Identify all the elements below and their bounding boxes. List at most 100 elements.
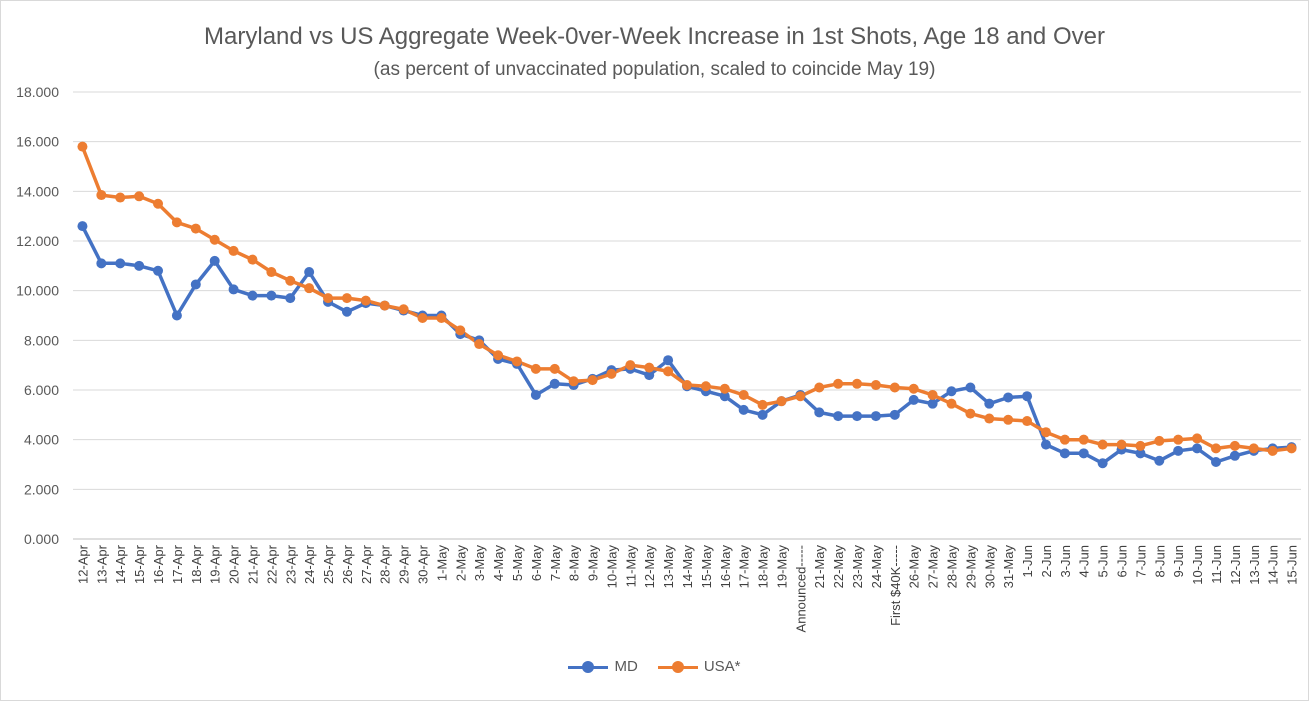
data-point-usa [304,283,315,294]
chart-subtitle: (as percent of unvaccinated population, … [373,59,936,80]
data-point-md [228,284,239,295]
x-tick-label: 23-May [850,545,865,589]
x-tick-label: 24-May [869,545,884,589]
x-tick-label: 30-May [982,545,997,589]
data-point-md [549,378,560,389]
data-point-usa [852,378,863,389]
x-tick-label: 31-May [1001,545,1016,589]
legend-label-md: MD [614,658,638,675]
data-point-md [719,391,730,402]
data-point-md [927,398,938,409]
x-tick-label: 10-Jun [1190,545,1205,585]
x-tick-label: 24-Apr [302,544,317,584]
x-tick-label: 27-May [926,545,941,589]
data-point-md [984,398,995,409]
data-point-usa [115,192,126,203]
data-point-md [1229,450,1240,461]
x-tick-label: 9-Jun [1171,545,1186,578]
data-point-md [266,290,277,301]
x-tick-label: 13-Jun [1247,545,1262,585]
data-point-usa [682,380,692,391]
legend-item-md: MD [568,658,638,675]
x-tick-label: 3-Jun [1058,545,1073,578]
data-point-md [1097,458,1108,469]
data-point-usa [96,190,107,201]
data-point-md [1022,391,1033,402]
x-tick-label: 18-May [756,545,771,589]
legend-marker-md [582,660,595,673]
data-point-md [530,389,541,400]
x-tick-label: 13-May [661,545,676,589]
x-tick-label: 11-May [623,545,638,588]
data-point-usa [776,396,787,407]
data-point-usa [1040,427,1051,438]
x-tick-label: 16-Apr [151,544,166,584]
data-point-md [209,255,220,266]
data-point-usa [1097,439,1108,450]
data-point-md [738,404,749,415]
x-tick-label: 15-May [699,545,714,589]
data-point-md [285,293,296,304]
data-point-usa [870,380,881,391]
x-tick-label: 21-May [812,545,827,589]
x-tick-label: 17-Apr [170,544,185,584]
y-tick-label: 18.000 [16,84,59,100]
x-tick-label: 1-Jun [1020,545,1035,578]
data-point-usa [266,267,277,278]
x-tick-label: 8-May [567,545,582,582]
data-point-usa [738,389,749,400]
y-tick-label: 14.000 [16,183,59,199]
x-tick-label: 15-Jun [1285,545,1300,585]
data-point-md [77,221,88,232]
x-tick-label: First $40K----- [888,545,903,626]
data-point-usa [153,198,164,209]
data-point-usa [606,368,617,379]
y-tick-label: 0.000 [24,531,59,547]
data-point-usa [908,383,919,394]
legend: MD USA* [1,658,1308,675]
data-point-md [304,267,315,278]
data-point-usa [341,293,352,304]
data-point-usa [984,413,995,424]
data-point-md [870,411,881,422]
data-point-md [1154,455,1165,466]
x-tick-label: 14-Jun [1266,545,1281,585]
x-tick-label: 5-May [510,545,525,582]
x-tick-label: 2-May [453,545,468,582]
y-tick-label: 10.000 [16,283,59,299]
x-tick-label: 26-May [907,545,922,589]
data-point-md [1173,445,1184,456]
data-point-usa [134,191,145,202]
data-point-usa [228,245,239,256]
data-point-usa [1116,439,1127,450]
x-tick-label: 27-Apr [359,544,374,584]
data-point-usa [360,295,371,306]
x-tick-label: 5-Jun [1096,545,1111,578]
data-point-md [1135,448,1146,459]
x-tick-label: 1-May [434,545,449,582]
x-tick-label: 3-May [472,545,487,582]
x-tick-label: 19-Apr [208,544,223,584]
data-point-md [1078,448,1089,459]
data-point-md [341,306,352,317]
data-point-usa [1059,434,1070,445]
series-line-md [80,224,1294,466]
data-point-usa [285,275,296,286]
data-point-usa [814,382,825,393]
data-point-usa [889,382,900,393]
legend-marker-usa [671,660,684,673]
data-point-usa [644,362,655,373]
x-tick-label: 6-Jun [1115,545,1130,578]
data-point-md [171,310,182,321]
x-tick-label: 12-Jun [1228,545,1243,585]
x-tick-label: 12-May [642,545,657,589]
data-point-md [757,409,768,420]
data-point-usa [719,383,730,394]
x-tick-label: 6-May [529,545,544,582]
x-tick-label: 23-Apr [283,544,298,584]
y-tick-label: 6.000 [24,382,59,398]
data-point-usa [1248,443,1259,454]
data-point-usa [1135,440,1146,451]
